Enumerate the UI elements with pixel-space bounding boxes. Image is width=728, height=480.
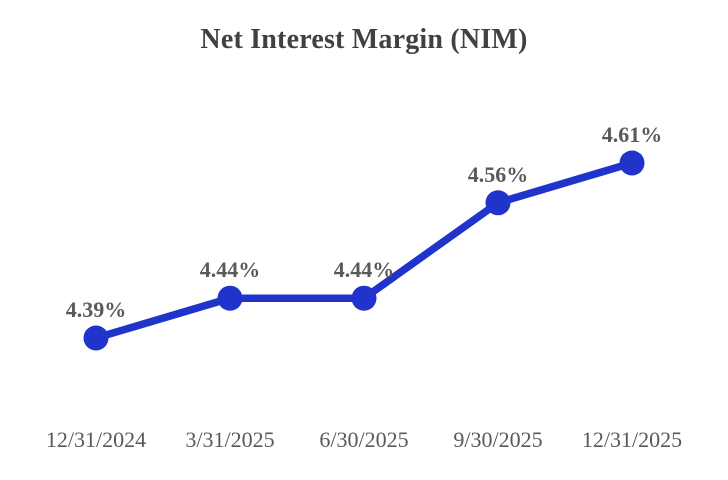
x-axis-label: 12/31/2024 <box>46 427 146 452</box>
x-axis-label: 3/31/2025 <box>185 427 274 452</box>
data-point-marker <box>619 150 645 176</box>
data-point-marker <box>83 325 109 351</box>
data-point-label: 4.56% <box>468 162 529 187</box>
data-point-marker <box>217 285 243 311</box>
trend-line <box>92 159 636 342</box>
x-axis-label: 12/31/2025 <box>582 427 682 452</box>
x-axis-label: 6/30/2025 <box>319 427 408 452</box>
chart-title: Net Interest Margin (NIM) <box>200 24 528 55</box>
data-point-label: 4.39% <box>66 297 127 322</box>
data-point-label: 4.44% <box>334 257 395 282</box>
data-point-label: 4.61% <box>602 122 663 147</box>
x-axis-label: 9/30/2025 <box>453 427 542 452</box>
data-point-label: 4.44% <box>200 257 261 282</box>
data-point-marker <box>351 285 377 311</box>
data-point-marker <box>485 190 511 216</box>
